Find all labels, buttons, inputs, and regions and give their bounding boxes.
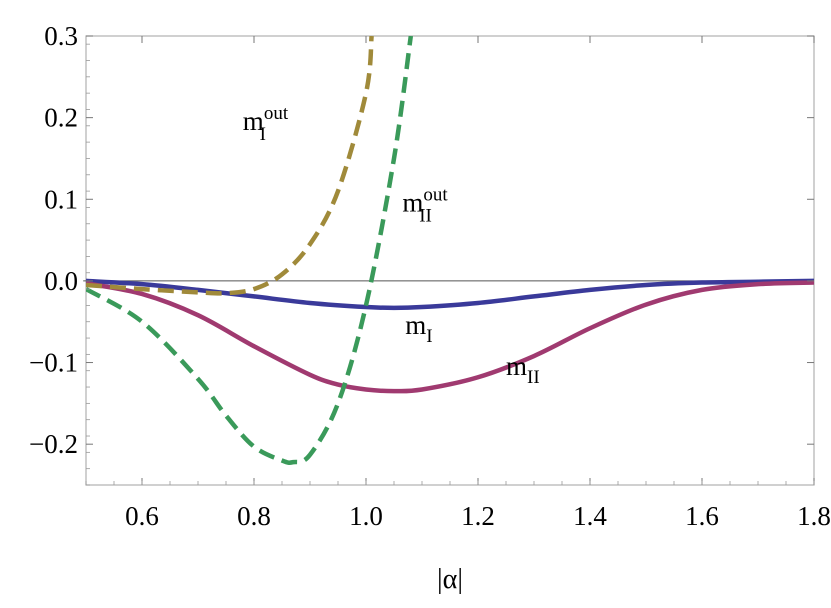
- series-annotations: mout I mout II mI mII: [243, 103, 540, 388]
- series-line-m-ii: [86, 280, 814, 394]
- series-annotation-label: mII: [506, 351, 540, 388]
- x-tick-label: 1.8: [797, 501, 831, 531]
- x-tick-label: 1.2: [461, 501, 495, 531]
- x-tick-label: 0.8: [237, 501, 271, 531]
- series-layer: [86, 36, 814, 465]
- series-line-m-ii-out: [86, 36, 414, 465]
- y-tick-label: −0.2: [29, 429, 78, 459]
- y-ticks: −0.2 −0.1 0.0 0.1 0.2 0.3: [29, 21, 814, 486]
- x-ticks: 0.6 0.8 1.0 1.2 1.4 1.6 1.8: [85, 36, 831, 531]
- y-tick-label: −0.1: [29, 348, 78, 378]
- series-line-m-i-out: [86, 36, 374, 296]
- y-tick-label: 0.0: [44, 266, 78, 296]
- x-tick-label: 1.0: [349, 501, 383, 531]
- y-tick-label: 0.3: [44, 21, 78, 51]
- x-axis-label: |α|: [437, 564, 463, 595]
- y-tick-label: 0.2: [44, 103, 78, 133]
- plot-frame: [85, 35, 815, 486]
- x-tick-label: 0.6: [125, 501, 159, 531]
- x-tick-label: 1.6: [685, 501, 719, 531]
- series-annotation-label: mI: [405, 310, 432, 347]
- x-tick-label: 1.4: [573, 501, 607, 531]
- series-annotation-label: mout II: [402, 185, 448, 227]
- y-tick-label: 0.1: [44, 184, 78, 214]
- series-annotation-label: mout I: [243, 103, 289, 145]
